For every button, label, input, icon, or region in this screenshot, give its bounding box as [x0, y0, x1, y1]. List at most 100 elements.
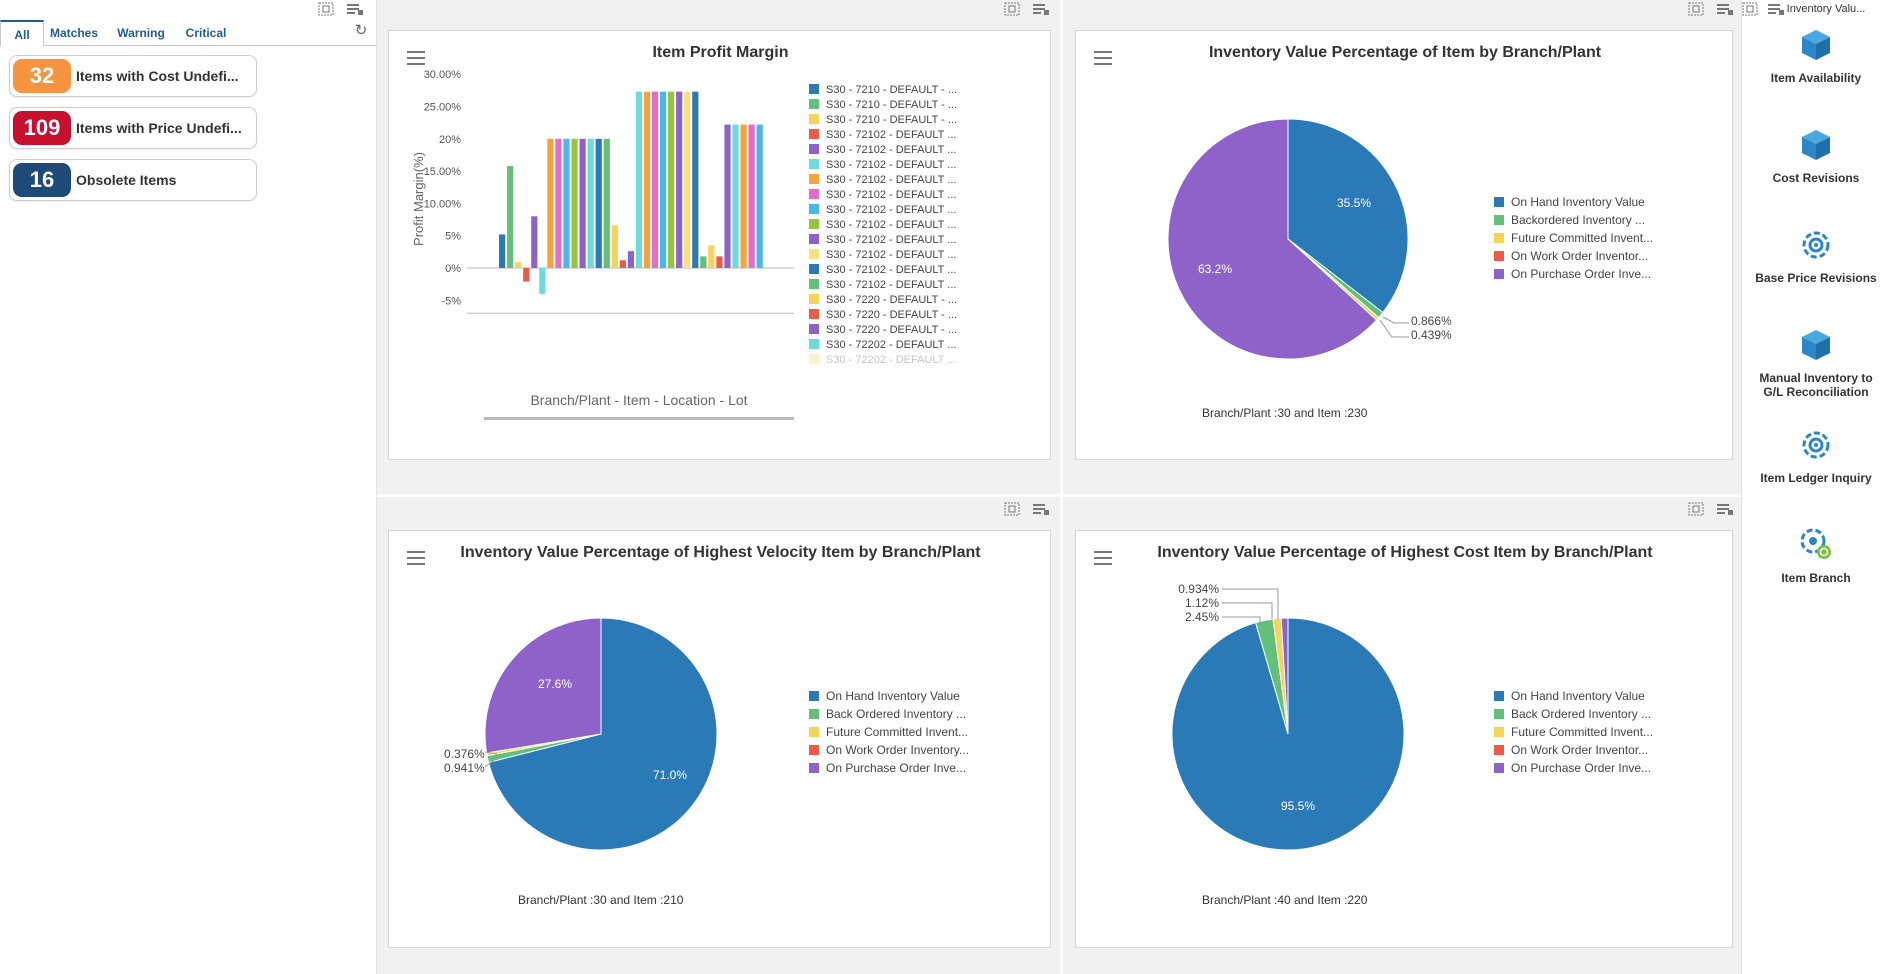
alert-items-price-undefined[interactable]: 109 Items with Price Undefi... [9, 107, 257, 149]
legend-item[interactable]: S30 - 72102 - DEFAULT ... [809, 248, 1044, 263]
bar[interactable] [579, 138, 586, 268]
bar[interactable] [740, 124, 747, 268]
legend-item[interactable]: On Work Order Inventor... [1494, 249, 1724, 267]
tab-matches[interactable]: Matches [49, 26, 99, 40]
legend-item[interactable]: S30 - 72102 - DEFAULT ... [809, 203, 1044, 218]
legend-item[interactable]: On Hand Inventory Value [809, 689, 1039, 707]
item-ledger-inquiry-button[interactable]: Item Ledger Inquiry [1751, 428, 1881, 485]
bar[interactable] [619, 260, 626, 268]
manual-inventory-reconciliation-button[interactable]: Manual Inventory to G/L Reconciliation [1751, 328, 1881, 399]
legend-item[interactable]: Backordered Inventory ... [1494, 213, 1724, 231]
cost-revisions-button[interactable]: Cost Revisions [1751, 128, 1881, 185]
bar[interactable] [571, 138, 578, 268]
maximize-icon[interactable] [318, 2, 334, 21]
legend-item[interactable]: Future Committed Invent... [1494, 231, 1724, 249]
legend-item[interactable]: S30 - 7210 - DEFAULT - ... [809, 113, 1044, 128]
bar[interactable] [515, 262, 522, 268]
bar[interactable] [531, 216, 538, 268]
legend-item[interactable]: On Hand Inventory Value [1494, 689, 1724, 707]
legend-item[interactable]: Back Ordered Inventory ... [1494, 707, 1724, 725]
legend-item[interactable]: S30 - 72102 - DEFAULT ... [809, 158, 1044, 173]
maximize-icon[interactable] [1004, 502, 1020, 521]
legend-item[interactable]: S30 - 72102 - DEFAULT ... [809, 218, 1044, 233]
legend-item[interactable]: Future Committed Invent... [809, 725, 1039, 743]
bar[interactable] [563, 138, 570, 268]
bar[interactable] [700, 256, 707, 268]
maximize-icon[interactable] [1742, 2, 1758, 21]
legend-item[interactable]: S30 - 72102 - DEFAULT ... [809, 233, 1044, 248]
pie-slice[interactable] [1287, 118, 1409, 314]
bar[interactable] [611, 225, 618, 268]
legend-item[interactable]: On Work Order Inventor... [1494, 743, 1724, 761]
hamburger-menu-icon[interactable] [1094, 551, 1112, 565]
hamburger-menu-icon[interactable] [407, 551, 425, 565]
pie-slice[interactable] [1167, 118, 1378, 360]
alert-obsolete-items[interactable]: 16 Obsolete Items [9, 159, 257, 201]
hamburger-menu-icon[interactable] [1094, 51, 1112, 65]
bar[interactable] [756, 124, 763, 268]
bar[interactable] [692, 91, 699, 268]
legend-item[interactable]: S30 - 72102 - DEFAULT ... [809, 278, 1044, 293]
bar[interactable] [499, 234, 506, 268]
legend-item[interactable]: Future Committed Invent... [1494, 725, 1724, 743]
legend-item[interactable]: On Purchase Order Inve... [1494, 267, 1724, 285]
bar[interactable] [507, 165, 514, 268]
bar[interactable] [643, 91, 651, 268]
bar[interactable] [684, 91, 691, 268]
bar[interactable] [539, 268, 546, 294]
bar[interactable] [708, 245, 715, 268]
tab-warning[interactable]: Warning [117, 26, 165, 40]
bar[interactable] [603, 138, 610, 268]
alert-items-cost-undefined[interactable]: 32 Items with Cost Undefi... [9, 55, 257, 97]
bar[interactable] [587, 138, 594, 268]
bar[interactable] [555, 138, 562, 268]
tab-critical[interactable]: Critical [185, 26, 227, 40]
bar[interactable] [748, 124, 755, 268]
legend-item[interactable]: S30 - 72102 - DEFAULT ... [809, 188, 1044, 203]
maximize-icon[interactable] [1688, 502, 1704, 521]
legend-item[interactable]: On Work Order Inventory... [809, 743, 1039, 761]
pie-slice[interactable] [1280, 617, 1289, 735]
legend-item[interactable]: On Hand Inventory Value [1494, 195, 1724, 213]
bar[interactable] [716, 256, 723, 268]
bar[interactable] [523, 268, 530, 282]
legend-item[interactable]: S30 - 72202 - DEFAULT ... [809, 338, 1044, 353]
add-widget-icon[interactable] [1767, 2, 1785, 21]
add-widget-icon[interactable] [346, 2, 364, 21]
add-widget-icon[interactable] [1032, 502, 1050, 521]
pie-slice[interactable] [484, 617, 602, 754]
legend-item[interactable]: S30 - 72202 - DEFAULT ... [809, 353, 1044, 368]
bar[interactable] [651, 91, 659, 268]
legend-item[interactable]: S30 - 7210 - DEFAULT - ... [809, 83, 1044, 98]
legend-item[interactable]: Back Ordered Inventory ... [809, 707, 1039, 725]
bar[interactable] [627, 251, 634, 268]
legend-item[interactable]: S30 - 72102 - DEFAULT ... [809, 143, 1044, 158]
bar[interactable] [547, 138, 554, 268]
legend-item[interactable]: On Purchase Order Inve... [809, 761, 1039, 779]
bar[interactable] [635, 91, 643, 268]
base-price-revisions-button[interactable]: Base Price Revisions [1751, 228, 1881, 285]
bar[interactable] [676, 91, 683, 268]
maximize-icon[interactable] [1004, 2, 1020, 21]
tab-all[interactable]: All [0, 20, 44, 47]
scrollbar-thumb[interactable] [484, 417, 794, 420]
legend-item[interactable]: S30 - 7220 - DEFAULT - ... [809, 293, 1044, 308]
bar[interactable] [724, 124, 731, 268]
legend-item[interactable]: S30 - 7220 - DEFAULT - ... [809, 308, 1044, 323]
pie-slice[interactable] [487, 617, 718, 851]
legend-item[interactable]: S30 - 72102 - DEFAULT ... [809, 173, 1044, 188]
add-widget-icon[interactable] [1716, 502, 1734, 521]
add-widget-icon[interactable] [1032, 2, 1050, 21]
bar[interactable] [668, 91, 675, 268]
refresh-icon[interactable]: ↻ [354, 22, 368, 39]
bar[interactable] [660, 91, 667, 268]
item-availability-button[interactable]: Item Availability [1751, 28, 1881, 85]
hamburger-menu-icon[interactable] [407, 51, 425, 65]
maximize-icon[interactable] [1688, 2, 1704, 21]
legend-item[interactable]: S30 - 7220 - DEFAULT - ... [809, 323, 1044, 338]
item-branch-button[interactable]: Item Branch [1751, 526, 1881, 585]
legend-item[interactable]: S30 - 72102 - DEFAULT ... [809, 128, 1044, 143]
legend-item[interactable]: S30 - 72102 - DEFAULT ... [809, 263, 1044, 278]
legend-item[interactable]: On Purchase Order Inve... [1494, 761, 1724, 779]
bar[interactable] [595, 138, 602, 268]
